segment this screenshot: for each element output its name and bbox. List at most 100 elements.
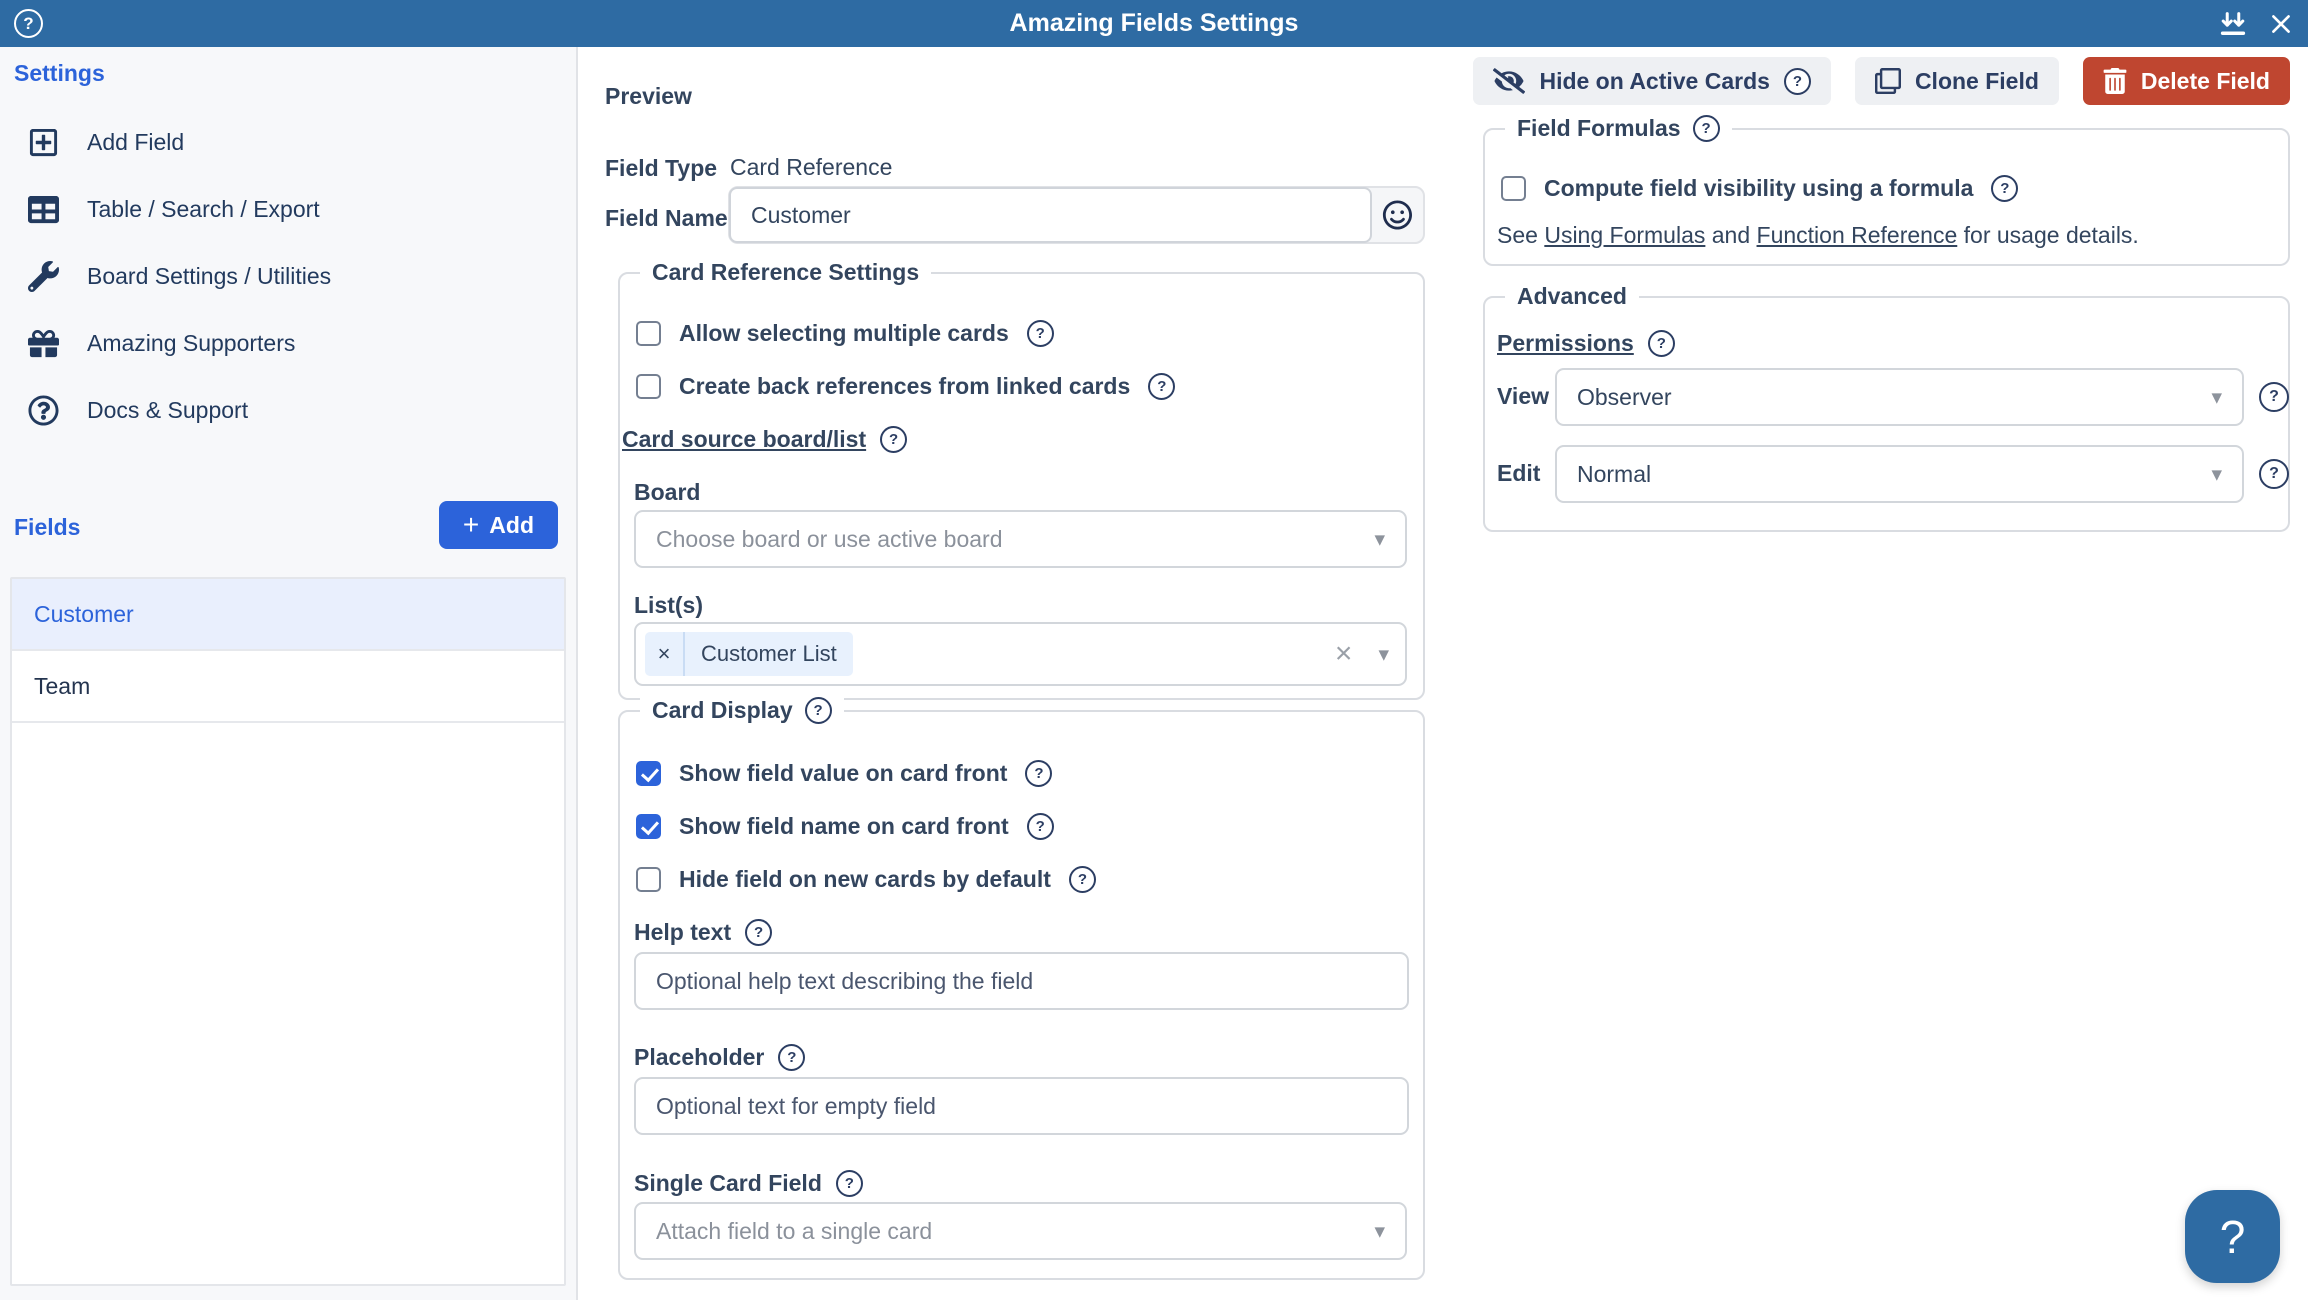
sidebar-item-label: Board Settings / Utilities — [87, 263, 332, 289]
plus-square-icon — [29, 128, 58, 157]
hide-on-active-cards-label: Hide on Active Cards — [1539, 67, 1770, 94]
help-icon[interactable]: ? — [1025, 760, 1053, 787]
allow-multiple-cards-checkbox[interactable] — [636, 321, 661, 346]
view-label: View — [1497, 383, 1549, 409]
help-icon[interactable]: ? — [745, 919, 773, 946]
hide-field-new-cards-checkbox[interactable] — [636, 867, 661, 892]
hide-on-active-cards-button[interactable]: Hide on Active Cards ? — [1473, 57, 1831, 105]
help-icon[interactable]: ? — [1026, 320, 1054, 347]
field-name-input-group — [728, 186, 1425, 244]
view-select-value: Observer — [1577, 383, 1672, 410]
help-icon[interactable]: ? — [880, 426, 908, 453]
edit-select[interactable]: Normal ▾ — [1555, 445, 2244, 503]
clone-icon — [1874, 68, 1901, 94]
add-button-label: Add — [489, 511, 534, 538]
sidebar-item-label: Add Field — [87, 129, 185, 155]
help-icon[interactable]: ? — [778, 1044, 806, 1071]
chevron-down-icon: ▾ — [2211, 462, 2222, 486]
sidebar-item-docs-support[interactable]: Docs & Support — [0, 377, 576, 444]
using-formulas-link[interactable]: Using Formulas — [1544, 222, 1706, 248]
field-name-input[interactable] — [729, 187, 1372, 243]
chevron-down-icon: ▾ — [1374, 1219, 1385, 1243]
sidebar-item-label: Amazing Supporters — [87, 330, 296, 356]
clear-selection-icon[interactable]: × — [1334, 637, 1353, 670]
board-label: Board — [634, 479, 701, 505]
sidebar-item-board-settings-utilities[interactable]: Board Settings / Utilities — [0, 243, 576, 310]
edit-select-value: Normal — [1577, 460, 1652, 487]
help-icon[interactable]: ? — [1026, 813, 1054, 840]
advanced-section: Advanced Permissions ? View Observer ▾ ?… — [1483, 283, 2290, 532]
fields-heading: Fields — [14, 514, 81, 540]
placeholder-input[interactable] — [634, 1077, 1409, 1135]
edit-label: Edit — [1497, 460, 1541, 486]
emoji-picker-button[interactable] — [1371, 188, 1423, 242]
close-button[interactable] — [2268, 11, 2294, 37]
help-text-label-row: Help text ? — [634, 919, 773, 946]
hide-field-new-cards-label: Hide field on new cards by default — [679, 866, 1051, 892]
delete-field-label: Delete Field — [2140, 67, 2270, 94]
help-icon[interactable]: ? — [1692, 115, 1720, 142]
back-references-checkbox[interactable] — [636, 374, 661, 399]
add-field-button[interactable]: + Add — [438, 501, 558, 549]
field-formulas-legend: Field Formulas — [1517, 115, 1681, 141]
card-source-board-list-link[interactable]: Card source board/list — [622, 426, 867, 452]
chevron-down-icon[interactable]: ▾ — [1378, 642, 1389, 666]
formulas-usage-text: See Using Formulas and Function Referenc… — [1497, 222, 2139, 248]
smiley-icon — [1382, 200, 1412, 230]
sidebar-item-amazing-supporters[interactable]: Amazing Supporters — [0, 310, 576, 377]
function-reference-link[interactable]: Function Reference — [1756, 222, 1958, 248]
help-text-label: Help text — [634, 919, 732, 945]
preview-label: Preview — [605, 83, 692, 109]
help-icon[interactable]: ? — [2259, 382, 2289, 412]
field-type-label: Field Type — [605, 155, 718, 181]
sidebar-item-add-field[interactable]: Add Field — [0, 109, 576, 176]
help-text-input[interactable] — [634, 952, 1409, 1010]
show-field-name-label: Show field name on card front — [679, 813, 1009, 839]
view-select[interactable]: Observer ▾ — [1555, 368, 2244, 426]
permissions-link[interactable]: Permissions — [1497, 330, 1634, 356]
card-display-section: Card Display ? Show field value on card … — [618, 697, 1425, 1280]
board-select[interactable]: Choose board or use active board ▾ — [634, 510, 1407, 568]
help-icon[interactable]: ? — [1647, 330, 1675, 357]
plus-icon: + — [462, 509, 480, 540]
permissions-row: Permissions ? — [1497, 330, 1675, 357]
help-icon[interactable]: ? — [1783, 67, 1811, 95]
help-icon[interactable]: ? — [1068, 866, 1096, 893]
lists-multiselect[interactable]: × Customer List × ▾ — [634, 622, 1407, 686]
placeholder-label-row: Placeholder ? — [634, 1044, 806, 1071]
single-card-field-label: Single Card Field — [634, 1170, 822, 1196]
help-icon[interactable]: ? — [1991, 175, 2019, 202]
chevron-down-icon: ▾ — [2211, 385, 2222, 409]
clone-field-label: Clone Field — [1914, 67, 2039, 94]
hide-field-new-cards-row: Hide field on new cards by default ? — [636, 866, 1096, 893]
eye-slash-icon — [1493, 68, 1526, 94]
card-reference-settings-legend: Card Reference Settings — [652, 259, 920, 285]
pop-down-button[interactable] — [2216, 9, 2250, 39]
field-list-item-team[interactable]: Team — [12, 651, 564, 723]
sidebar: Settings Add Field Table / Search / Expo… — [0, 47, 578, 1300]
sidebar-nav: Add Field Table / Search / Export Board … — [0, 109, 576, 444]
show-field-value-row: Show field value on card front ? — [636, 760, 1053, 787]
compute-visibility-row: Compute field visibility using a formula… — [1501, 175, 2019, 202]
compute-visibility-checkbox[interactable] — [1501, 176, 1526, 201]
help-icon[interactable]: ? — [804, 697, 832, 724]
field-list-item-customer[interactable]: Customer — [12, 579, 564, 651]
clone-field-button[interactable]: Clone Field — [1854, 57, 2059, 105]
sidebar-item-table-search-export[interactable]: Table / Search / Export — [0, 176, 576, 243]
field-type-value: Card Reference — [730, 154, 893, 180]
show-field-name-row: Show field name on card front ? — [636, 813, 1054, 840]
titlebar-help-icon[interactable]: ? — [14, 9, 43, 38]
chip-remove-icon[interactable]: × — [645, 632, 685, 676]
single-card-select[interactable]: Attach field to a single card ▾ — [634, 1202, 1407, 1260]
help-icon[interactable]: ? — [835, 1170, 863, 1197]
show-field-value-checkbox[interactable] — [636, 761, 661, 786]
double-down-arrow-icon — [2220, 11, 2246, 35]
back-references-label: Create back references from linked cards — [679, 373, 1131, 399]
help-icon[interactable]: ? — [1148, 373, 1176, 400]
delete-field-button[interactable]: Delete Field — [2082, 57, 2290, 105]
wrench-icon — [28, 261, 59, 292]
help-icon[interactable]: ? — [2259, 459, 2289, 489]
sidebar-item-label: Docs & Support — [87, 397, 249, 423]
show-field-name-checkbox[interactable] — [636, 814, 661, 839]
floating-help-button[interactable]: ? — [2185, 1190, 2280, 1283]
